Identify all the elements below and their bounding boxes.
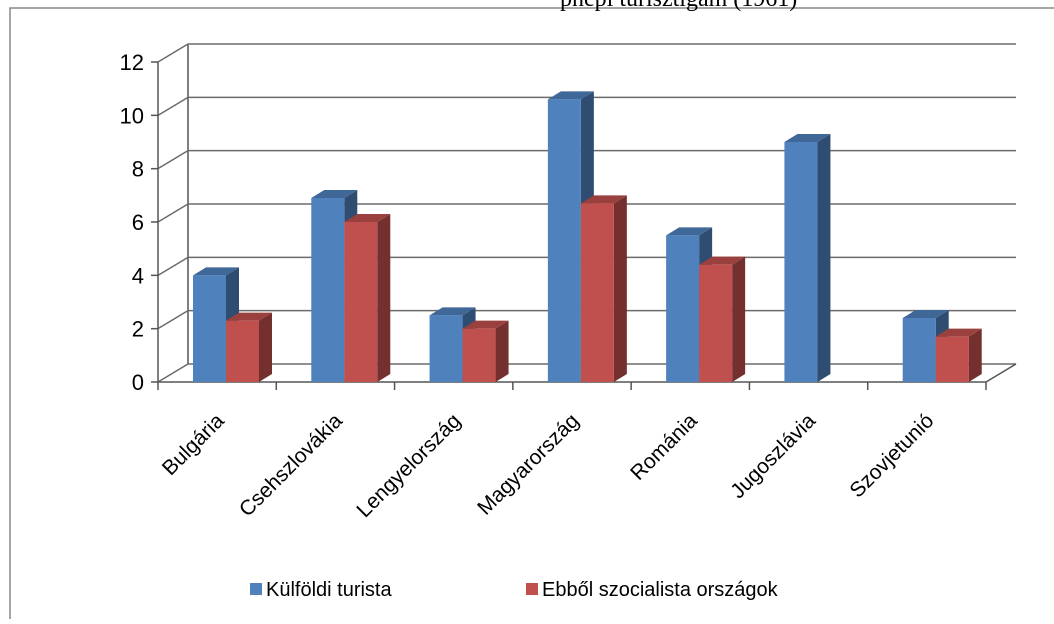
y-tick-label: 10 — [120, 103, 144, 128]
bar — [462, 320, 509, 382]
legend-label: Külföldi turista — [266, 579, 392, 601]
header-fragment: pnépi turisztigam (1961) — [560, 0, 1054, 12]
gridline — [157, 149, 1016, 170]
bar — [935, 328, 982, 382]
legend-label: Ebből szocialista országok — [542, 579, 779, 601]
gridline — [157, 43, 1016, 63]
bar — [580, 195, 627, 382]
x-tick-label: Románia — [626, 409, 702, 485]
legend-entry: Ebből szocialista országok — [526, 579, 779, 601]
bar — [226, 312, 272, 382]
x-tick-label: Lengyelország — [352, 409, 465, 522]
y-tick-label: 6 — [132, 210, 144, 235]
bar — [344, 214, 391, 382]
x-tick-label: Csehszlovákia — [235, 409, 347, 521]
chart-frame — [9, 7, 1054, 619]
bar — [784, 134, 831, 382]
y-tick-label: 4 — [132, 263, 144, 288]
x-tick-label: Szovjetunió — [845, 409, 938, 502]
legend-entry: Külföldi turista — [250, 579, 392, 601]
x-tick-label: Bulgária — [158, 409, 229, 480]
y-tick-label: 12 — [120, 50, 144, 75]
bar — [699, 256, 746, 382]
x-tick-label: Jugoszlávia — [726, 409, 820, 503]
y-tick-label: 8 — [132, 157, 144, 182]
y-tick-label: 0 — [132, 370, 144, 395]
gridline — [157, 96, 1016, 116]
x-tick-label: Magyarország — [473, 409, 583, 519]
legend-swatch — [250, 583, 262, 595]
legend-swatch — [526, 583, 538, 595]
gridline — [157, 203, 1016, 223]
y-tick-label: 2 — [132, 317, 144, 342]
